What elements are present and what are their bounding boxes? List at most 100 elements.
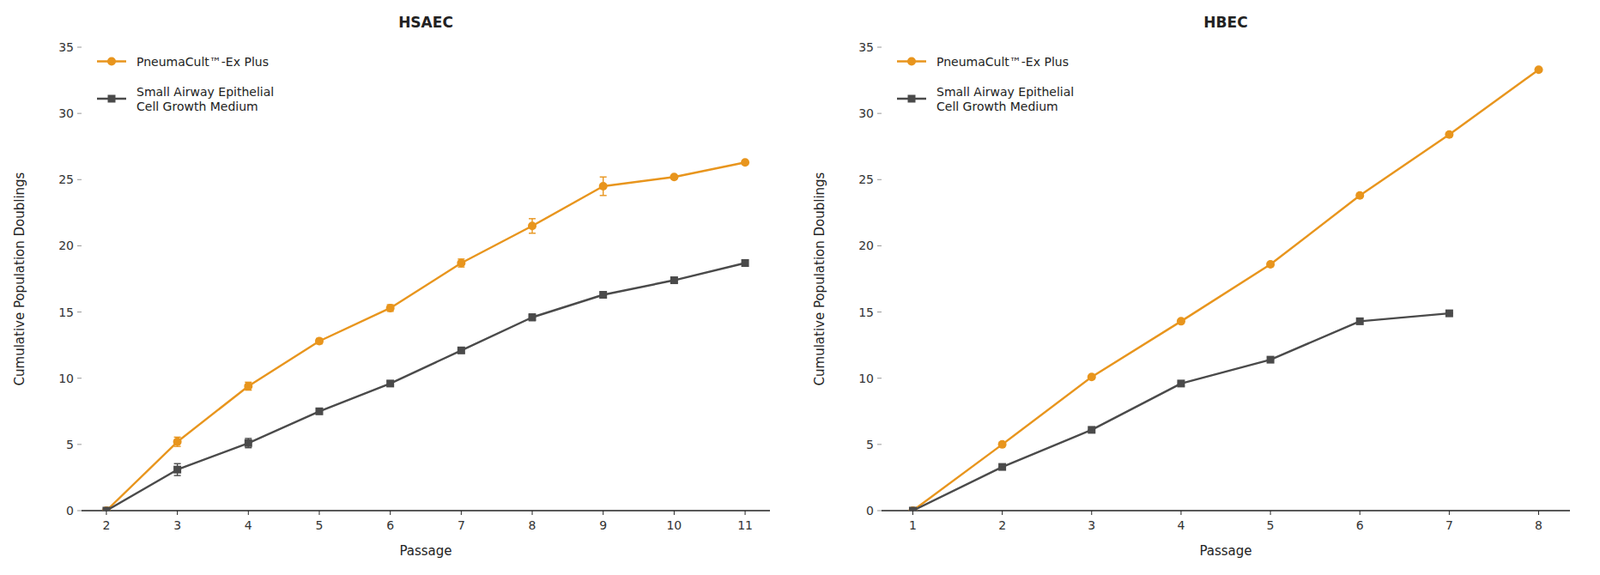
x-tick-label: 2 [998,518,1007,533]
x-tick-label: 5 [1266,518,1275,533]
x-tick [1359,510,1361,516]
y-tick-label: 35 [58,40,74,55]
panel: HBEC0510152025303512345678PassageCumulat… [812,13,1570,559]
data-point [1444,130,1454,140]
data-point [670,276,679,285]
series-line [912,313,1449,511]
y-tick-label: 35 [858,40,874,55]
error-bar [244,381,252,390]
legend-label-line: PneumaCult™-Ex Plus [136,54,269,69]
error-bar [528,314,536,322]
data-point [998,440,1007,449]
y-tick [77,311,82,313]
plot-area [908,65,1543,511]
legend-label: PneumaCult™-Ex Plus [136,54,269,69]
error-bar-cap [600,175,607,177]
title: HBEC [1203,13,1248,31]
data-point [386,303,395,313]
data-point [1266,260,1275,269]
data-point [1534,65,1544,74]
series [908,65,1543,511]
y-tick [877,443,882,445]
x-tick [1538,510,1540,516]
series-line [106,162,746,511]
error-bar-cap [600,194,607,196]
data-point [908,506,917,511]
x-tick-label: 5 [315,518,324,533]
data-point [741,259,750,267]
y-tick-label: 5 [866,437,874,452]
x-tick-label: 6 [386,518,394,533]
data-point [1356,317,1364,326]
legend-label: PneumaCult™-Ex Plus [936,54,1069,69]
data-point [315,407,323,416]
y-tick-label: 30 [858,106,874,121]
y-tick [77,377,82,379]
y-tick [77,113,82,115]
error-bar [741,260,749,267]
error-bar-cap [244,447,252,449]
legend-label-line: Cell Growth Medium [936,99,1059,114]
data-point [243,381,253,391]
y-tick [877,311,882,313]
page: {"chart_data": [ {"type": "line", "title… [0,0,1600,575]
data-point [1087,425,1096,434]
legend-marker [907,57,916,67]
x-axis-label: Passage [1199,543,1252,559]
y-tick [77,179,82,181]
y-tick [877,113,882,115]
error-bar-cap [244,437,252,439]
data-point [1087,372,1097,382]
y-tick-label: 20 [58,238,74,253]
error-bar [600,176,607,196]
y-tick-label: 10 [858,371,874,386]
legend-label-line: Cell Growth Medium [136,99,259,114]
error-bar [174,463,182,476]
data-point [315,337,324,346]
legend-marker [107,57,116,67]
error-bar [244,438,252,449]
error-bar-cap [528,232,536,234]
title: HSAEC [398,13,454,31]
x-tick [1180,510,1182,516]
data-point [909,507,917,512]
y-tick-label: 5 [66,437,74,452]
x-tick-label: 7 [1445,518,1454,533]
y-tick-label: 25 [858,172,874,187]
series-line [106,262,746,511]
error-bar-cap [174,474,182,476]
error-bar-cap [528,218,536,219]
legend-label: Small Airway EpithelialCell Growth Mediu… [936,84,1074,114]
x-tick [105,510,107,516]
y-tick-label: 0 [866,503,874,518]
data-point [1355,191,1364,200]
error-bar [528,218,536,234]
y-tick [77,47,82,49]
x-tick [745,510,746,516]
data-point [173,437,182,447]
data-point [244,439,253,448]
y-tick [877,510,882,512]
data-point [1176,379,1185,388]
y-tick [877,377,882,379]
data-point [456,258,466,267]
x-tick-label: 3 [173,518,182,533]
y-axis-label: Cumulative Population Doublings [812,171,828,386]
x-tick-label: 4 [244,518,253,533]
legend-marker [908,95,916,104]
data-point [1445,309,1454,318]
chart-canvas: HSAEC05101520253035234567891011PassageCu… [0,0,1600,575]
y-tick [77,443,82,445]
legend-label-line: Small Airway Epithelial [936,84,1074,99]
legend-marker [108,95,116,104]
plot-area [102,157,750,511]
x-axis-line [81,509,770,512]
x-tick [532,510,534,516]
data-point [173,466,182,474]
data-point [599,181,608,191]
series [102,259,749,511]
data-point [102,506,111,511]
data-point [528,313,537,322]
x-tick-label: 10 [666,518,682,533]
y-tick-label: 25 [58,172,74,187]
